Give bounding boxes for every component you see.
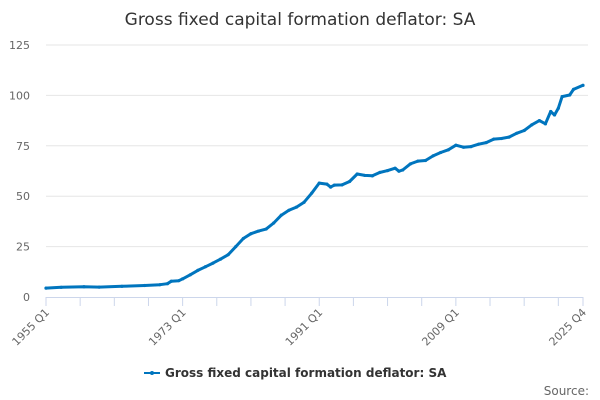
data-point [97, 285, 101, 289]
data-point [492, 137, 496, 141]
y-tick-label: 100 [9, 89, 30, 102]
data-point [294, 205, 299, 209]
x-tick-label: 2025 Q4 [547, 306, 590, 349]
data-point [543, 122, 548, 126]
data-point [484, 140, 488, 145]
data-point [446, 148, 450, 152]
y-tick-label: 25 [16, 241, 30, 254]
data-point [82, 285, 86, 289]
data-point [165, 282, 170, 286]
data-point [44, 286, 48, 290]
data-point [378, 170, 382, 175]
data-point [218, 257, 223, 261]
y-tick-label: 0 [23, 291, 30, 304]
data-point [571, 87, 576, 91]
data-point [211, 261, 215, 265]
data-point [416, 159, 420, 163]
data-point [477, 142, 481, 146]
data-point [143, 283, 147, 288]
data-point [499, 136, 504, 141]
data-point [549, 109, 553, 114]
data-point [568, 93, 572, 97]
data-point [302, 200, 306, 204]
data-point [393, 166, 397, 170]
data-point [226, 253, 230, 257]
x-tick-label: 1991 Q1 [283, 306, 326, 349]
data-point [469, 145, 473, 149]
series-group [44, 83, 585, 290]
data-point [264, 227, 268, 231]
legend-marker-icon [150, 371, 154, 375]
x-tick-label: 2009 Q1 [419, 306, 462, 349]
data-point [348, 179, 352, 184]
data-point [196, 268, 200, 272]
data-point [59, 285, 63, 289]
data-point [203, 265, 207, 269]
data-point [454, 143, 458, 147]
data-point [188, 273, 192, 277]
data-point [397, 169, 401, 173]
data-point [530, 123, 534, 127]
data-point [385, 168, 390, 173]
data-point [401, 168, 405, 172]
data-point [169, 279, 173, 283]
data-point [234, 245, 238, 249]
data-point [279, 213, 283, 217]
source-label: Source: [544, 384, 589, 398]
data-point [332, 183, 337, 187]
data-point [317, 181, 321, 185]
data-point [241, 236, 245, 241]
data-point [329, 185, 333, 189]
data-point [461, 145, 466, 149]
data-point [181, 277, 185, 281]
data-point [556, 106, 560, 110]
data-point [408, 162, 412, 166]
data-point [158, 283, 162, 287]
y-tick-label: 75 [16, 140, 30, 153]
data-point [272, 221, 276, 225]
data-point [120, 284, 124, 288]
data-point [325, 182, 329, 186]
data-point [439, 150, 443, 155]
y-axis: 0 25 50 75 100 125 [9, 39, 30, 304]
data-point [355, 172, 359, 176]
data-point [581, 83, 585, 87]
chart-title: Gross fixed capital formation deflator: … [125, 10, 476, 30]
grid-lines [46, 44, 588, 248]
legend-label: Gross fixed capital formation deflator: … [165, 366, 447, 380]
data-point [514, 131, 519, 135]
data-point [370, 174, 374, 178]
x-axis: 1955 Q1 1973 Q1 1991 Q1 2009 Q1 2025 Q4 [10, 297, 590, 349]
y-tick-label: 125 [9, 39, 30, 52]
data-point [507, 135, 511, 139]
data-point [423, 158, 428, 163]
x-tick-label: 1973 Q1 [146, 306, 189, 349]
y-tick-label: 50 [16, 190, 30, 203]
data-point [256, 229, 261, 233]
legend-item[interactable]: Gross fixed capital formation deflator: … [144, 366, 447, 380]
data-point [249, 232, 253, 236]
data-point [522, 128, 526, 133]
data-point [310, 191, 314, 195]
data-point [560, 95, 564, 99]
data-point [340, 183, 344, 187]
data-point [552, 113, 557, 117]
data-point [363, 173, 367, 178]
data-point [537, 119, 541, 123]
x-tick-label: 1955 Q1 [10, 306, 53, 349]
series-line [44, 83, 585, 290]
data-point [287, 208, 291, 212]
data-point [431, 154, 435, 158]
data-point [177, 279, 181, 283]
